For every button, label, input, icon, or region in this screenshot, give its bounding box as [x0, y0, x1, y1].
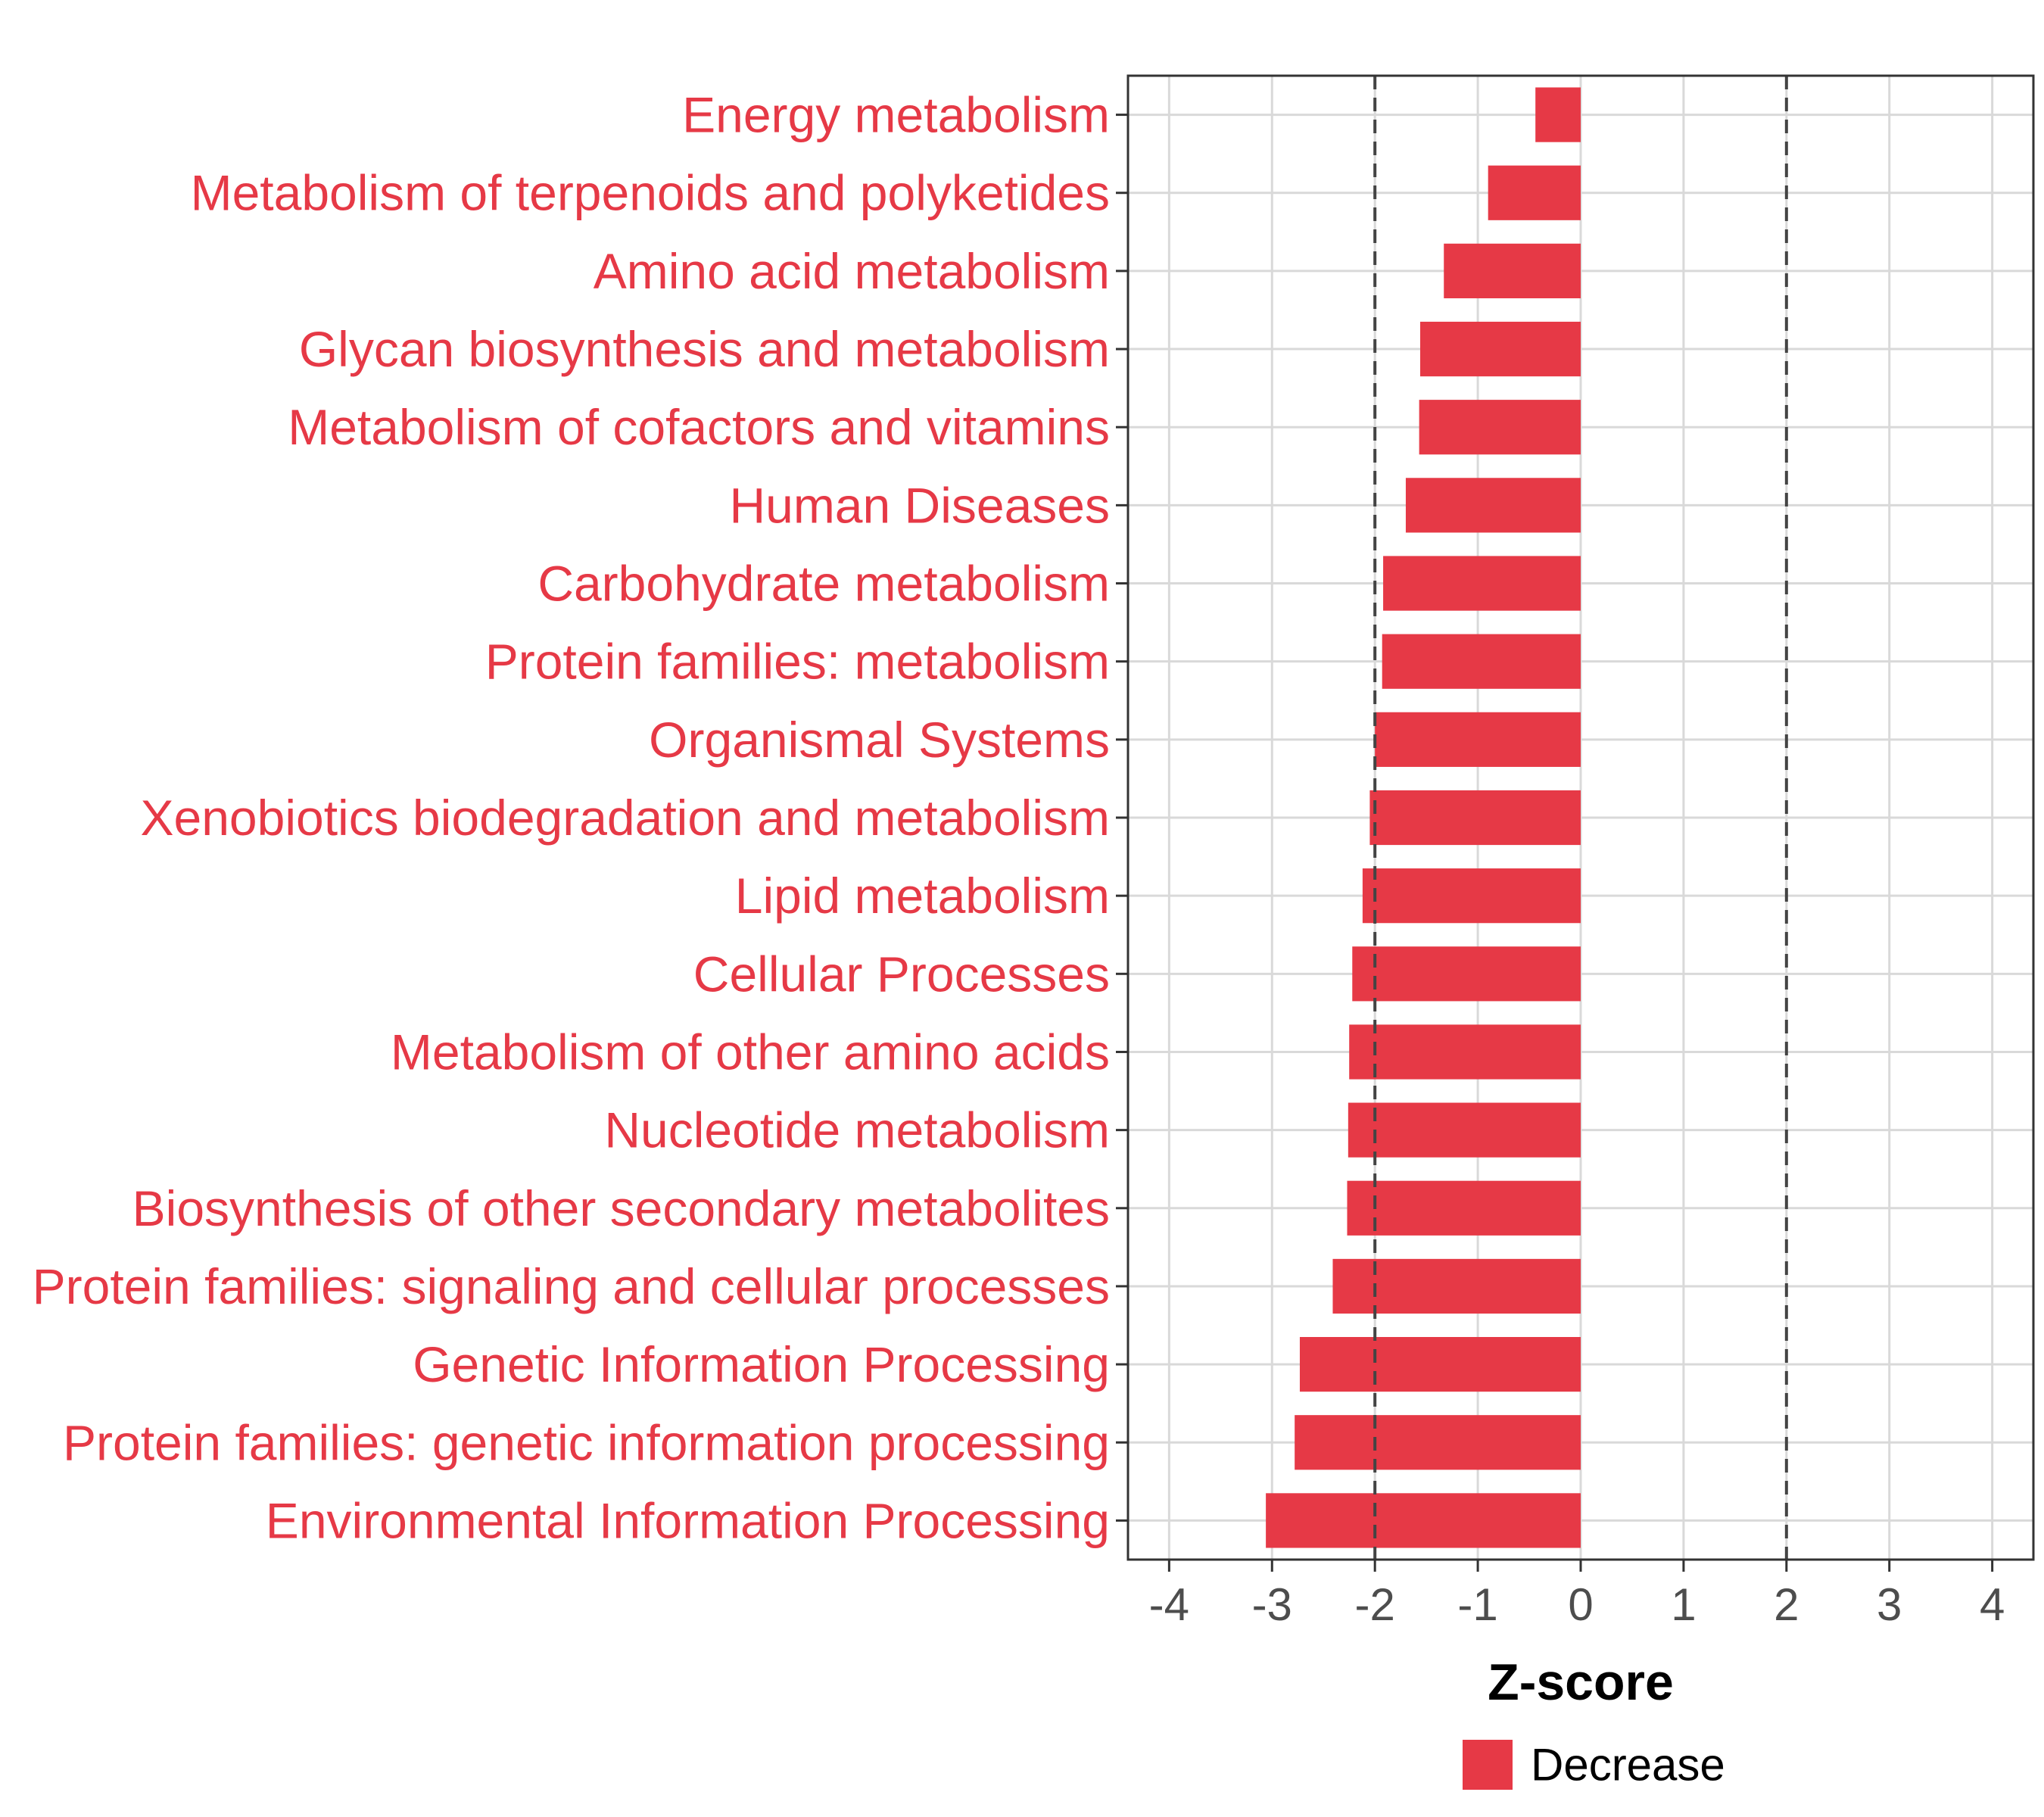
category-labels: Energy metabolism Metabolism of terpenoid…: [33, 87, 1110, 1549]
category-label: Metabolism of other amino acids: [391, 1024, 1110, 1080]
bar: [1352, 946, 1581, 1002]
x-tick-label: 3: [1877, 1579, 1902, 1630]
bar: [1419, 400, 1581, 455]
category-label: Biosynthesis of other secondary metaboli…: [132, 1180, 1110, 1236]
bar: [1266, 1493, 1581, 1548]
legend-swatch-decrease: [1463, 1740, 1513, 1790]
category-label: Cellular Processes: [693, 946, 1110, 1002]
category-label: Organismal Systems: [649, 712, 1110, 768]
x-tick-label: 4: [1980, 1579, 2005, 1630]
category-label: Protein families: genetic information pr…: [63, 1414, 1110, 1470]
category-label: Carbohydrate metabolism: [537, 556, 1110, 612]
x-tick-label: -3: [1252, 1579, 1292, 1630]
bar: [1369, 790, 1581, 846]
x-axis-tick-labels: -4 -3 -2 -1 0 1 2 3 4: [1149, 1579, 2005, 1630]
category-label: Protein families: metabolism: [485, 634, 1110, 690]
x-tick-label: 1: [1671, 1579, 1696, 1630]
category-label: Amino acid metabolism: [594, 243, 1110, 299]
category-label: Energy metabolism: [682, 87, 1110, 143]
bar: [1295, 1415, 1581, 1470]
category-label: Environmental Information Processing: [266, 1492, 1110, 1548]
category-label: Genetic Information Processing: [413, 1336, 1110, 1392]
bars: [1266, 87, 1581, 1548]
category-label: Glycan biosynthesis and metabolism: [299, 321, 1110, 377]
bar: [1332, 1258, 1581, 1314]
category-label: Metabolism of cofactors and vitamins: [288, 399, 1110, 455]
bar: [1299, 1337, 1581, 1392]
x-axis-title: Z-score: [1488, 1653, 1674, 1711]
bar: [1375, 712, 1581, 767]
bar: [1383, 556, 1581, 611]
reference-lines: [1373, 76, 1788, 1560]
category-label: Protein families: signaling and cellular…: [33, 1258, 1110, 1314]
bar: [1347, 1180, 1581, 1236]
x-tick-label: 0: [1568, 1579, 1593, 1630]
x-tick-label: -2: [1355, 1579, 1395, 1630]
bar: [1488, 165, 1581, 220]
category-label: Xenobiotics biodegradation and metabolis…: [141, 790, 1111, 846]
legend: Decrease: [1463, 1740, 1725, 1791]
bar: [1382, 634, 1581, 689]
bar: [1405, 478, 1581, 533]
legend-label-decrease: Decrease: [1531, 1740, 1725, 1791]
bar: [1348, 1102, 1581, 1158]
x-tick-label: -1: [1457, 1579, 1497, 1630]
y-axis-ticks: [1116, 114, 1128, 1522]
x-tick-label: -4: [1149, 1579, 1189, 1630]
bar: [1362, 868, 1581, 924]
category-label: Human Diseases: [729, 477, 1110, 533]
category-label: Lipid metabolism: [735, 868, 1110, 924]
bar: [1444, 243, 1581, 298]
category-label: Metabolism of terpenoids and polyketides: [191, 165, 1110, 221]
category-label: Nucleotide metabolism: [604, 1102, 1110, 1158]
bar: [1349, 1024, 1581, 1080]
x-axis-ticks: [1167, 1560, 1994, 1572]
bar: [1535, 87, 1581, 142]
x-tick-label: 2: [1774, 1579, 1799, 1630]
bar: [1419, 321, 1581, 377]
